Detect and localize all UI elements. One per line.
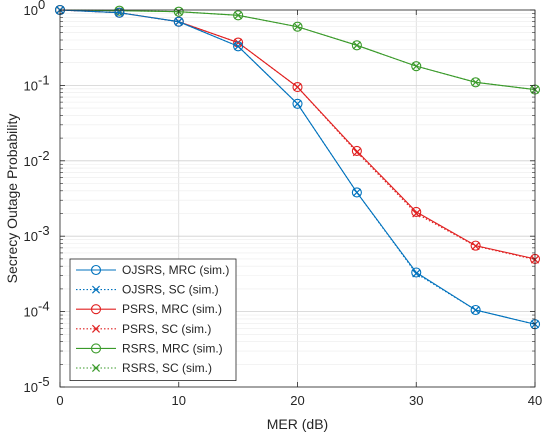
series-marker <box>293 83 302 92</box>
series-marker <box>174 17 183 26</box>
y-tick-exponent: -1 <box>38 72 50 87</box>
series-marker <box>292 21 303 32</box>
series-layer <box>54 4 541 330</box>
y-tick-base: 10 <box>24 305 38 320</box>
legend-marker <box>90 304 102 315</box>
legend-label: PSRS, SC (sim.) <box>122 322 211 336</box>
series-marker <box>471 242 480 251</box>
series-marker <box>471 305 480 315</box>
series-marker <box>412 269 421 278</box>
y-tick-label: 10 <box>24 154 38 169</box>
series-marker <box>351 187 362 198</box>
legend-label: OJSRS, SC (sim.) <box>122 283 219 297</box>
legend-label: RSRS, MRC (sim.) <box>122 341 223 355</box>
y-tick-exponent: 0 <box>38 0 45 12</box>
x-tick-label: 0 <box>56 393 63 408</box>
legend-label: PSRS, MRC (sim.) <box>122 302 222 316</box>
series-marker <box>233 10 244 21</box>
y-tick-label: 10 <box>24 78 38 93</box>
legend-entry: RSRS, SC (sim.) <box>76 361 212 375</box>
series-marker <box>351 145 362 157</box>
series-marker <box>412 62 421 71</box>
y-tick-exponent: -2 <box>38 148 50 163</box>
series-marker <box>293 99 302 108</box>
series-marker <box>114 7 125 18</box>
series-marker <box>470 77 481 88</box>
y-tick-label: 10 <box>24 380 38 395</box>
y-tick-base: 10 <box>24 229 38 244</box>
series-marker <box>471 78 480 87</box>
y-tick-label: 10 <box>24 305 38 320</box>
series-marker <box>293 22 302 31</box>
series-marker <box>352 148 361 157</box>
y-tick-base: 10 <box>24 78 38 93</box>
x-axis-label: MER (dB) <box>267 416 328 432</box>
y-tick-base: 10 <box>24 154 38 169</box>
y-tick-exponent: -3 <box>38 223 50 238</box>
legend-entry: OJSRS, MRC (sim.) <box>76 263 229 277</box>
series-marker <box>234 42 243 51</box>
legend-entry: PSRS, MRC (sim.) <box>76 302 222 316</box>
series-marker <box>470 304 481 316</box>
legend-box <box>69 258 237 381</box>
y-axis-label: Secrecy Outage Probability <box>4 114 20 284</box>
legend-marker <box>90 343 102 354</box>
y-tick-label: 10 <box>24 3 38 18</box>
series-marker <box>292 82 303 93</box>
y-tick-base: 10 <box>24 3 38 18</box>
series-marker <box>173 16 184 27</box>
x-tick-label: 20 <box>290 393 304 408</box>
x-tick-label: 40 <box>528 393 542 408</box>
y-tick-label: 10 <box>24 229 38 244</box>
legend-marker <box>91 285 101 294</box>
series-marker <box>352 41 361 50</box>
series-marker <box>470 240 481 251</box>
y-tick-exponent: -4 <box>38 299 50 314</box>
legend-marker <box>90 264 102 276</box>
series-marker <box>411 267 422 278</box>
series-marker <box>351 40 362 51</box>
series-marker <box>411 206 422 217</box>
legend-marker <box>91 363 101 373</box>
y-tick-exponent: -5 <box>38 374 50 389</box>
series-marker <box>412 209 421 218</box>
series-marker <box>352 188 361 197</box>
x-tick-label: 30 <box>409 393 423 408</box>
legend-entry: PSRS, SC (sim.) <box>76 322 211 336</box>
series-marker <box>411 61 422 72</box>
series-marker <box>233 41 244 52</box>
series-marker <box>234 11 243 20</box>
legend: OJSRS, MRC (sim.) OJSRS, SC (sim.) PSRS, M… <box>69 258 237 381</box>
legend-entry: RSRS, MRC (sim.) <box>76 341 223 355</box>
x-tick-label: 10 <box>172 393 186 408</box>
legend-label: RSRS, SC (sim.) <box>122 361 212 375</box>
y-tick-base: 10 <box>24 380 38 395</box>
legend-label: OJSRS, MRC (sim.) <box>122 263 229 277</box>
legend-marker <box>91 324 101 333</box>
legend-entry: OJSRS, SC (sim.) <box>76 283 219 297</box>
series-marker <box>292 98 303 109</box>
